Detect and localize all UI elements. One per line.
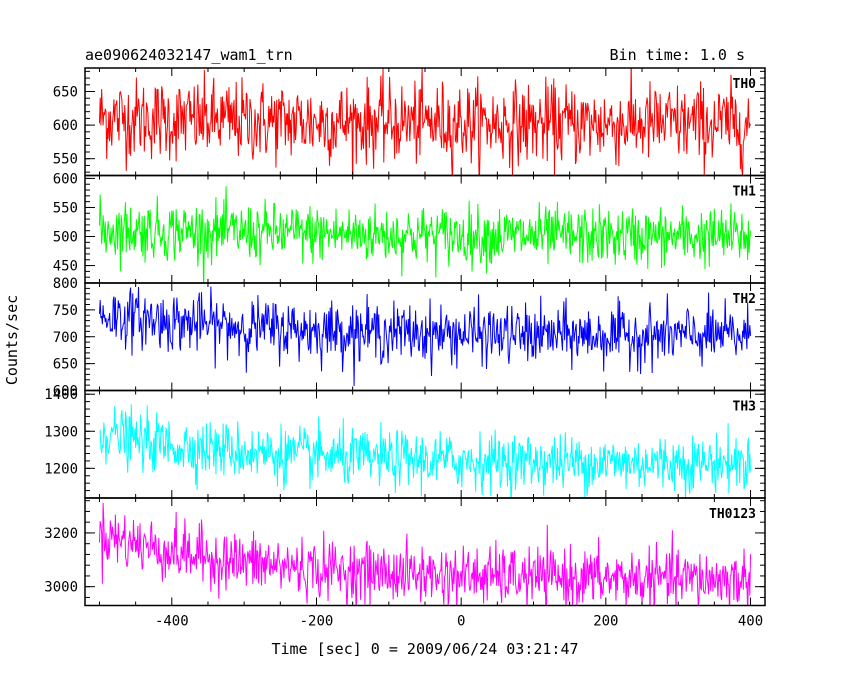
- y-tick-label-th0123: 3200: [44, 526, 78, 542]
- panel-label-th0123: TH0123: [709, 507, 756, 522]
- y-tick-label-th2: 800: [53, 276, 78, 292]
- panels-group: 550 600 650 TH0 450 500 550 600 TH1 600 650 700 750 8…: [44, 67, 766, 607]
- chart-title-left: ae090624032147_wam1_trn: [85, 46, 293, 64]
- x-axis-label: Time [sec] 0 = 2009/06/24 03:21:47: [271, 640, 578, 658]
- panel-label-th0: TH0: [733, 77, 757, 92]
- chart-title-right: Bin time: 1.0 s: [610, 46, 745, 64]
- y-tick-label-th1: 450: [53, 259, 78, 275]
- y-tick-label-th2: 600: [53, 384, 78, 400]
- y-tick-label-th0123: 3000: [44, 580, 78, 596]
- y-tick-label-th1: 550: [53, 200, 78, 216]
- y-axis-label: Counts/sec: [3, 295, 21, 385]
- y-tick-label-th1: 600: [53, 171, 78, 187]
- y-tick-label-th3: 1400: [44, 387, 78, 403]
- panel-th3: 1200 1300 1400 TH3: [44, 387, 766, 499]
- y-tick-label-th0: 650: [53, 85, 78, 101]
- x-tick-label: 200: [593, 614, 618, 630]
- panel-th2: 600 650 700 750 800 TH2: [53, 276, 766, 400]
- panel-th1: 450 500 550 600 TH1: [53, 171, 766, 284]
- x-tick-label: 0: [457, 614, 465, 630]
- y-tick-label-th0: 550: [53, 152, 78, 168]
- y-tick-label-th2: 750: [53, 303, 78, 319]
- panel-th0123: 3000 3200 TH0123: [44, 497, 766, 607]
- panel-label-th3: TH3: [733, 400, 756, 415]
- y-tick-label-th3: 1300: [44, 424, 78, 440]
- panel-th0: 550 600 650 TH0: [53, 67, 766, 177]
- y-tick-label-th3: 1200: [44, 461, 78, 477]
- y-tick-label-th2: 700: [53, 330, 78, 346]
- x-tick-label: 400: [738, 614, 763, 630]
- series-line-th3: [99, 404, 752, 498]
- panel-label-th1: TH1: [733, 185, 757, 200]
- x-tick-label: -200: [300, 614, 334, 630]
- series-line-th0: [98, 68, 751, 176]
- panel-label-th2: TH2: [733, 292, 756, 307]
- x-tick-label: -400: [155, 614, 189, 630]
- series-line-th2: [98, 286, 752, 386]
- series-line-th1: [98, 186, 752, 283]
- x-axis: -400 -200 0 200 400: [155, 614, 763, 630]
- y-tick-label-th2: 650: [53, 357, 78, 373]
- y-tick-label-th0: 600: [53, 118, 78, 134]
- y-tick-label-th1: 500: [53, 230, 78, 246]
